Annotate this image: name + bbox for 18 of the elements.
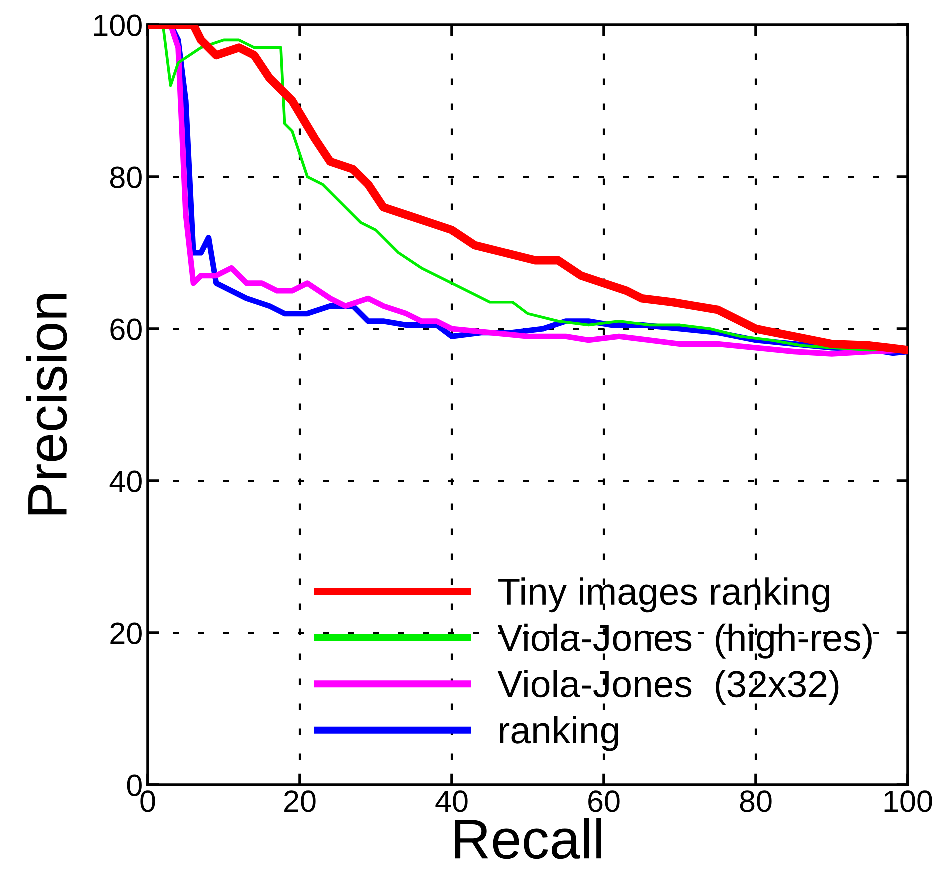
legend-label: Viola-Jones (high-res) — [498, 624, 872, 659]
y-tick-label: 80 — [110, 166, 142, 188]
x-tick-label: 80 — [740, 790, 772, 812]
legend-label: Viola-Jones (32x32) — [498, 670, 839, 706]
y-axis-title: Precision — [26, 294, 68, 515]
y-tick-label: 0 — [127, 774, 142, 796]
x-axis-title: Recall — [455, 818, 602, 860]
y-tick-label: 20 — [110, 622, 142, 644]
y-tick-label: 100 — [94, 14, 142, 36]
x-tick-label: 20 — [284, 790, 316, 812]
x-tick-label: 100 — [884, 790, 932, 812]
y-tick-label: 60 — [110, 318, 142, 340]
legend-label: ranking — [500, 716, 618, 752]
legend-label: Tiny images ranking — [498, 578, 830, 613]
x-tick-label: 40 — [436, 790, 468, 812]
x-tick-label: 0 — [140, 790, 156, 812]
y-tick-label: 40 — [110, 470, 142, 492]
x-tick-label: 60 — [588, 790, 620, 812]
